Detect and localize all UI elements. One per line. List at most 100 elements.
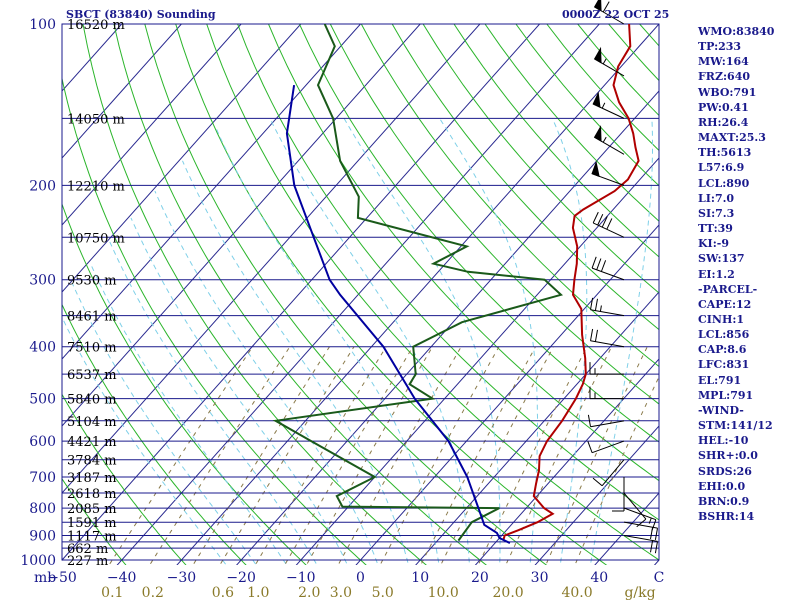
isotherm-lines: [62, 24, 659, 565]
wind-barbs: [587, 0, 658, 554]
wind-barb: [593, 0, 625, 25]
moist-adiabat-line: [154, 190, 379, 565]
index-item: TH:5613: [698, 146, 752, 160]
wind-barb: [592, 91, 625, 119]
isotherm-line: [355, 224, 659, 565]
y-tick-label: 900: [29, 528, 56, 544]
mixing-ratio-line: [219, 346, 355, 565]
index-item: SW:137: [698, 252, 745, 266]
mixing-ratio-line: [284, 346, 414, 565]
height-label: 10750 m: [67, 231, 125, 246]
isotherm-line: [62, 24, 63, 25]
index-item: KI:-9: [698, 237, 729, 251]
mixing-ratio-label: 5.0: [372, 585, 394, 600]
mixing-ratio-line: [440, 346, 554, 565]
mixing-ratio-label: 0.6: [212, 585, 234, 600]
y-tick-label: 500: [29, 392, 56, 408]
index-item: MW:164: [698, 55, 749, 69]
isotherm-line: [62, 24, 481, 494]
wind-barb: [593, 125, 625, 155]
wind-barb: [587, 440, 625, 454]
moist-adiabat-line: [90, 263, 288, 565]
index-item: TT:39: [698, 222, 733, 236]
mixing-ratio-line: [305, 346, 433, 565]
wind-barb: [592, 211, 625, 238]
height-label: 3187 m: [67, 471, 117, 486]
isotherm-line: [415, 291, 659, 565]
height-label: 7510 m: [67, 341, 117, 356]
index-item: BRN:0.9: [698, 494, 750, 508]
isotherm-line: [62, 24, 421, 427]
mixing-ratio-label: 1.0: [247, 585, 269, 600]
index-item: SI:7.3: [698, 206, 735, 220]
dry-adiabat-line: [144, 24, 548, 565]
mixing-ratio-line: [574, 375, 659, 565]
height-label: 12210 m: [67, 179, 125, 194]
isotherm-line: [62, 24, 540, 561]
isotherm-line: [116, 24, 600, 565]
index-item: -PARCEL-: [698, 282, 758, 296]
index-item: STM:141/12: [698, 419, 773, 433]
y-tick-label: 600: [29, 434, 56, 450]
wind-barb: [589, 362, 625, 375]
height-label: 14050 m: [67, 112, 125, 127]
index-item: WBO:791: [698, 85, 757, 99]
dry-adiabat-line: [113, 24, 488, 565]
stability-indices-panel: WMO:83840 TP:233 MW:164 FRZ:640 WBO:791 PW:0.…: [698, 24, 774, 524]
y-tick-label: 1000: [20, 553, 56, 569]
y-tick-label: 300: [29, 273, 56, 289]
height-label: 8461 m: [67, 310, 117, 325]
dry-adiabat-line: [422, 24, 659, 294]
x-tick-label: 30: [531, 570, 549, 586]
index-item: FRZ:640: [698, 70, 751, 84]
mixing-ratio-line: [108, 346, 254, 565]
x-unit-prefix: mb: [34, 570, 56, 586]
wind-barb: [589, 386, 625, 400]
y-tick-label: 100: [29, 17, 56, 33]
index-item: SRDS:26: [698, 464, 752, 478]
index-item: WMO:83840: [698, 25, 775, 38]
index-item: EHI:0.0: [698, 479, 746, 493]
x-tick-label: 20: [471, 570, 489, 586]
dry-adiabat-line: [62, 393, 187, 565]
index-item: SHR+:0.0: [698, 449, 758, 463]
dry-adiabat-line: [62, 477, 127, 565]
x-tick-label: −40: [107, 570, 137, 586]
dry-adiabat-line: [453, 24, 659, 258]
mixing-ratio-line: [420, 346, 536, 565]
isotherm-line: [534, 425, 659, 565]
mixing-ratio-line: [477, 346, 588, 565]
moist-adiabat-line: [269, 118, 470, 565]
x-tick-label: −30: [167, 570, 197, 586]
x-tick-label: 10: [411, 570, 429, 586]
isotherm-line: [236, 90, 659, 565]
wind-barb: [590, 328, 625, 348]
height-label: 4421 m: [67, 435, 117, 450]
x-tick-label: −50: [47, 570, 77, 586]
height-label: 3784 m: [67, 454, 117, 469]
isotherm-line: [62, 24, 242, 226]
wind-barb: [612, 476, 625, 512]
y-tick-label: 400: [29, 340, 56, 356]
x-tick-label: −10: [286, 570, 316, 586]
dry-adiabat-line: [360, 24, 659, 368]
moist-adiabat-line: [109, 241, 318, 565]
dry-adiabat-line: [62, 303, 247, 565]
index-item: LCL:856: [698, 328, 750, 342]
index-item: LFC:831: [698, 358, 750, 372]
mixing-ratio-line: [149, 346, 291, 565]
y-tick-label: 200: [29, 178, 56, 194]
mixing-ratio-line: [379, 346, 500, 565]
moist-adiabat-line: [130, 217, 349, 565]
index-item: EI:1.2: [698, 267, 735, 281]
dry-adiabat-line: [206, 24, 659, 561]
isotherm-line: [474, 358, 659, 565]
height-label: 9530 m: [67, 274, 117, 289]
dry-adiabat-line: [237, 24, 659, 521]
index-item: TP:233: [698, 40, 742, 54]
wind-barb: [591, 160, 625, 186]
temperature-trace: [502, 24, 640, 541]
mixing-ratio-line: [337, 346, 462, 565]
